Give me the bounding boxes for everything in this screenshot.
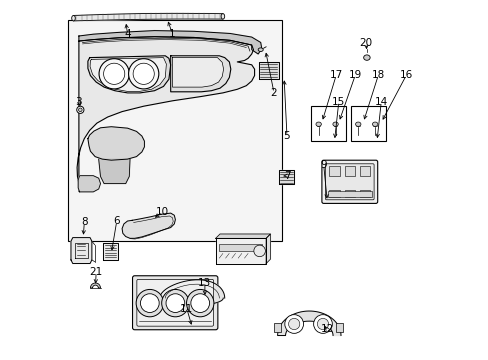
FancyBboxPatch shape <box>132 276 218 330</box>
Polygon shape <box>215 234 270 238</box>
Text: 12: 12 <box>320 324 333 334</box>
Polygon shape <box>78 176 101 192</box>
Polygon shape <box>71 238 92 264</box>
Bar <box>310 106 346 141</box>
Circle shape <box>162 289 189 317</box>
Polygon shape <box>122 213 175 238</box>
Circle shape <box>133 63 154 84</box>
Bar <box>359 190 370 197</box>
Polygon shape <box>73 13 223 21</box>
Text: 4: 4 <box>124 29 131 39</box>
Circle shape <box>317 318 328 330</box>
Text: 14: 14 <box>374 96 387 107</box>
Bar <box>218 244 261 251</box>
Text: 17: 17 <box>329 70 342 80</box>
Circle shape <box>288 318 299 330</box>
Polygon shape <box>77 37 254 192</box>
Circle shape <box>313 315 332 333</box>
Bar <box>273 323 280 332</box>
Bar <box>328 190 339 197</box>
Circle shape <box>99 59 129 89</box>
Polygon shape <box>99 159 130 184</box>
Ellipse shape <box>332 122 338 126</box>
Circle shape <box>128 59 159 89</box>
FancyBboxPatch shape <box>321 160 377 203</box>
Circle shape <box>166 294 184 312</box>
Bar <box>344 166 355 176</box>
Text: 13: 13 <box>198 278 211 288</box>
Ellipse shape <box>72 15 75 21</box>
Text: 7: 7 <box>283 171 290 181</box>
Polygon shape <box>103 243 118 260</box>
Text: 5: 5 <box>283 131 290 141</box>
Text: 9: 9 <box>320 160 326 170</box>
Polygon shape <box>90 58 166 91</box>
FancyBboxPatch shape <box>325 164 373 200</box>
Polygon shape <box>88 127 144 160</box>
Ellipse shape <box>355 122 360 126</box>
Circle shape <box>253 245 265 257</box>
Text: 3: 3 <box>76 96 82 107</box>
Bar <box>350 106 385 141</box>
Bar <box>327 191 371 197</box>
Circle shape <box>186 289 213 317</box>
Circle shape <box>190 294 209 312</box>
Circle shape <box>136 289 163 317</box>
Text: 20: 20 <box>359 38 372 48</box>
Text: 15: 15 <box>331 96 345 107</box>
Ellipse shape <box>315 122 321 126</box>
Text: 1: 1 <box>169 29 176 39</box>
Polygon shape <box>265 234 270 264</box>
Text: 6: 6 <box>113 216 120 226</box>
Polygon shape <box>215 238 265 264</box>
FancyBboxPatch shape <box>137 279 213 326</box>
Text: 21: 21 <box>89 267 102 277</box>
Polygon shape <box>172 58 223 87</box>
Text: 18: 18 <box>371 70 384 80</box>
Bar <box>359 166 370 176</box>
Polygon shape <box>79 31 261 54</box>
Circle shape <box>77 106 84 113</box>
Ellipse shape <box>372 122 377 126</box>
Bar <box>344 190 355 197</box>
Polygon shape <box>170 56 230 92</box>
Text: 10: 10 <box>156 207 169 217</box>
Polygon shape <box>160 280 224 305</box>
Circle shape <box>79 108 82 112</box>
Circle shape <box>140 294 159 312</box>
Ellipse shape <box>258 48 263 51</box>
Text: 19: 19 <box>348 70 361 80</box>
Text: 2: 2 <box>270 88 277 98</box>
Polygon shape <box>277 311 340 336</box>
Circle shape <box>103 63 124 84</box>
Polygon shape <box>278 170 293 184</box>
Bar <box>68 20 282 241</box>
Bar <box>328 166 339 176</box>
Bar <box>336 323 342 332</box>
Circle shape <box>284 315 303 333</box>
Polygon shape <box>258 62 278 79</box>
Ellipse shape <box>363 55 369 60</box>
Text: 8: 8 <box>81 217 87 228</box>
Polygon shape <box>88 56 170 93</box>
Text: 16: 16 <box>399 70 412 80</box>
Text: 11: 11 <box>180 304 193 314</box>
Ellipse shape <box>221 14 224 19</box>
Wedge shape <box>90 283 101 288</box>
